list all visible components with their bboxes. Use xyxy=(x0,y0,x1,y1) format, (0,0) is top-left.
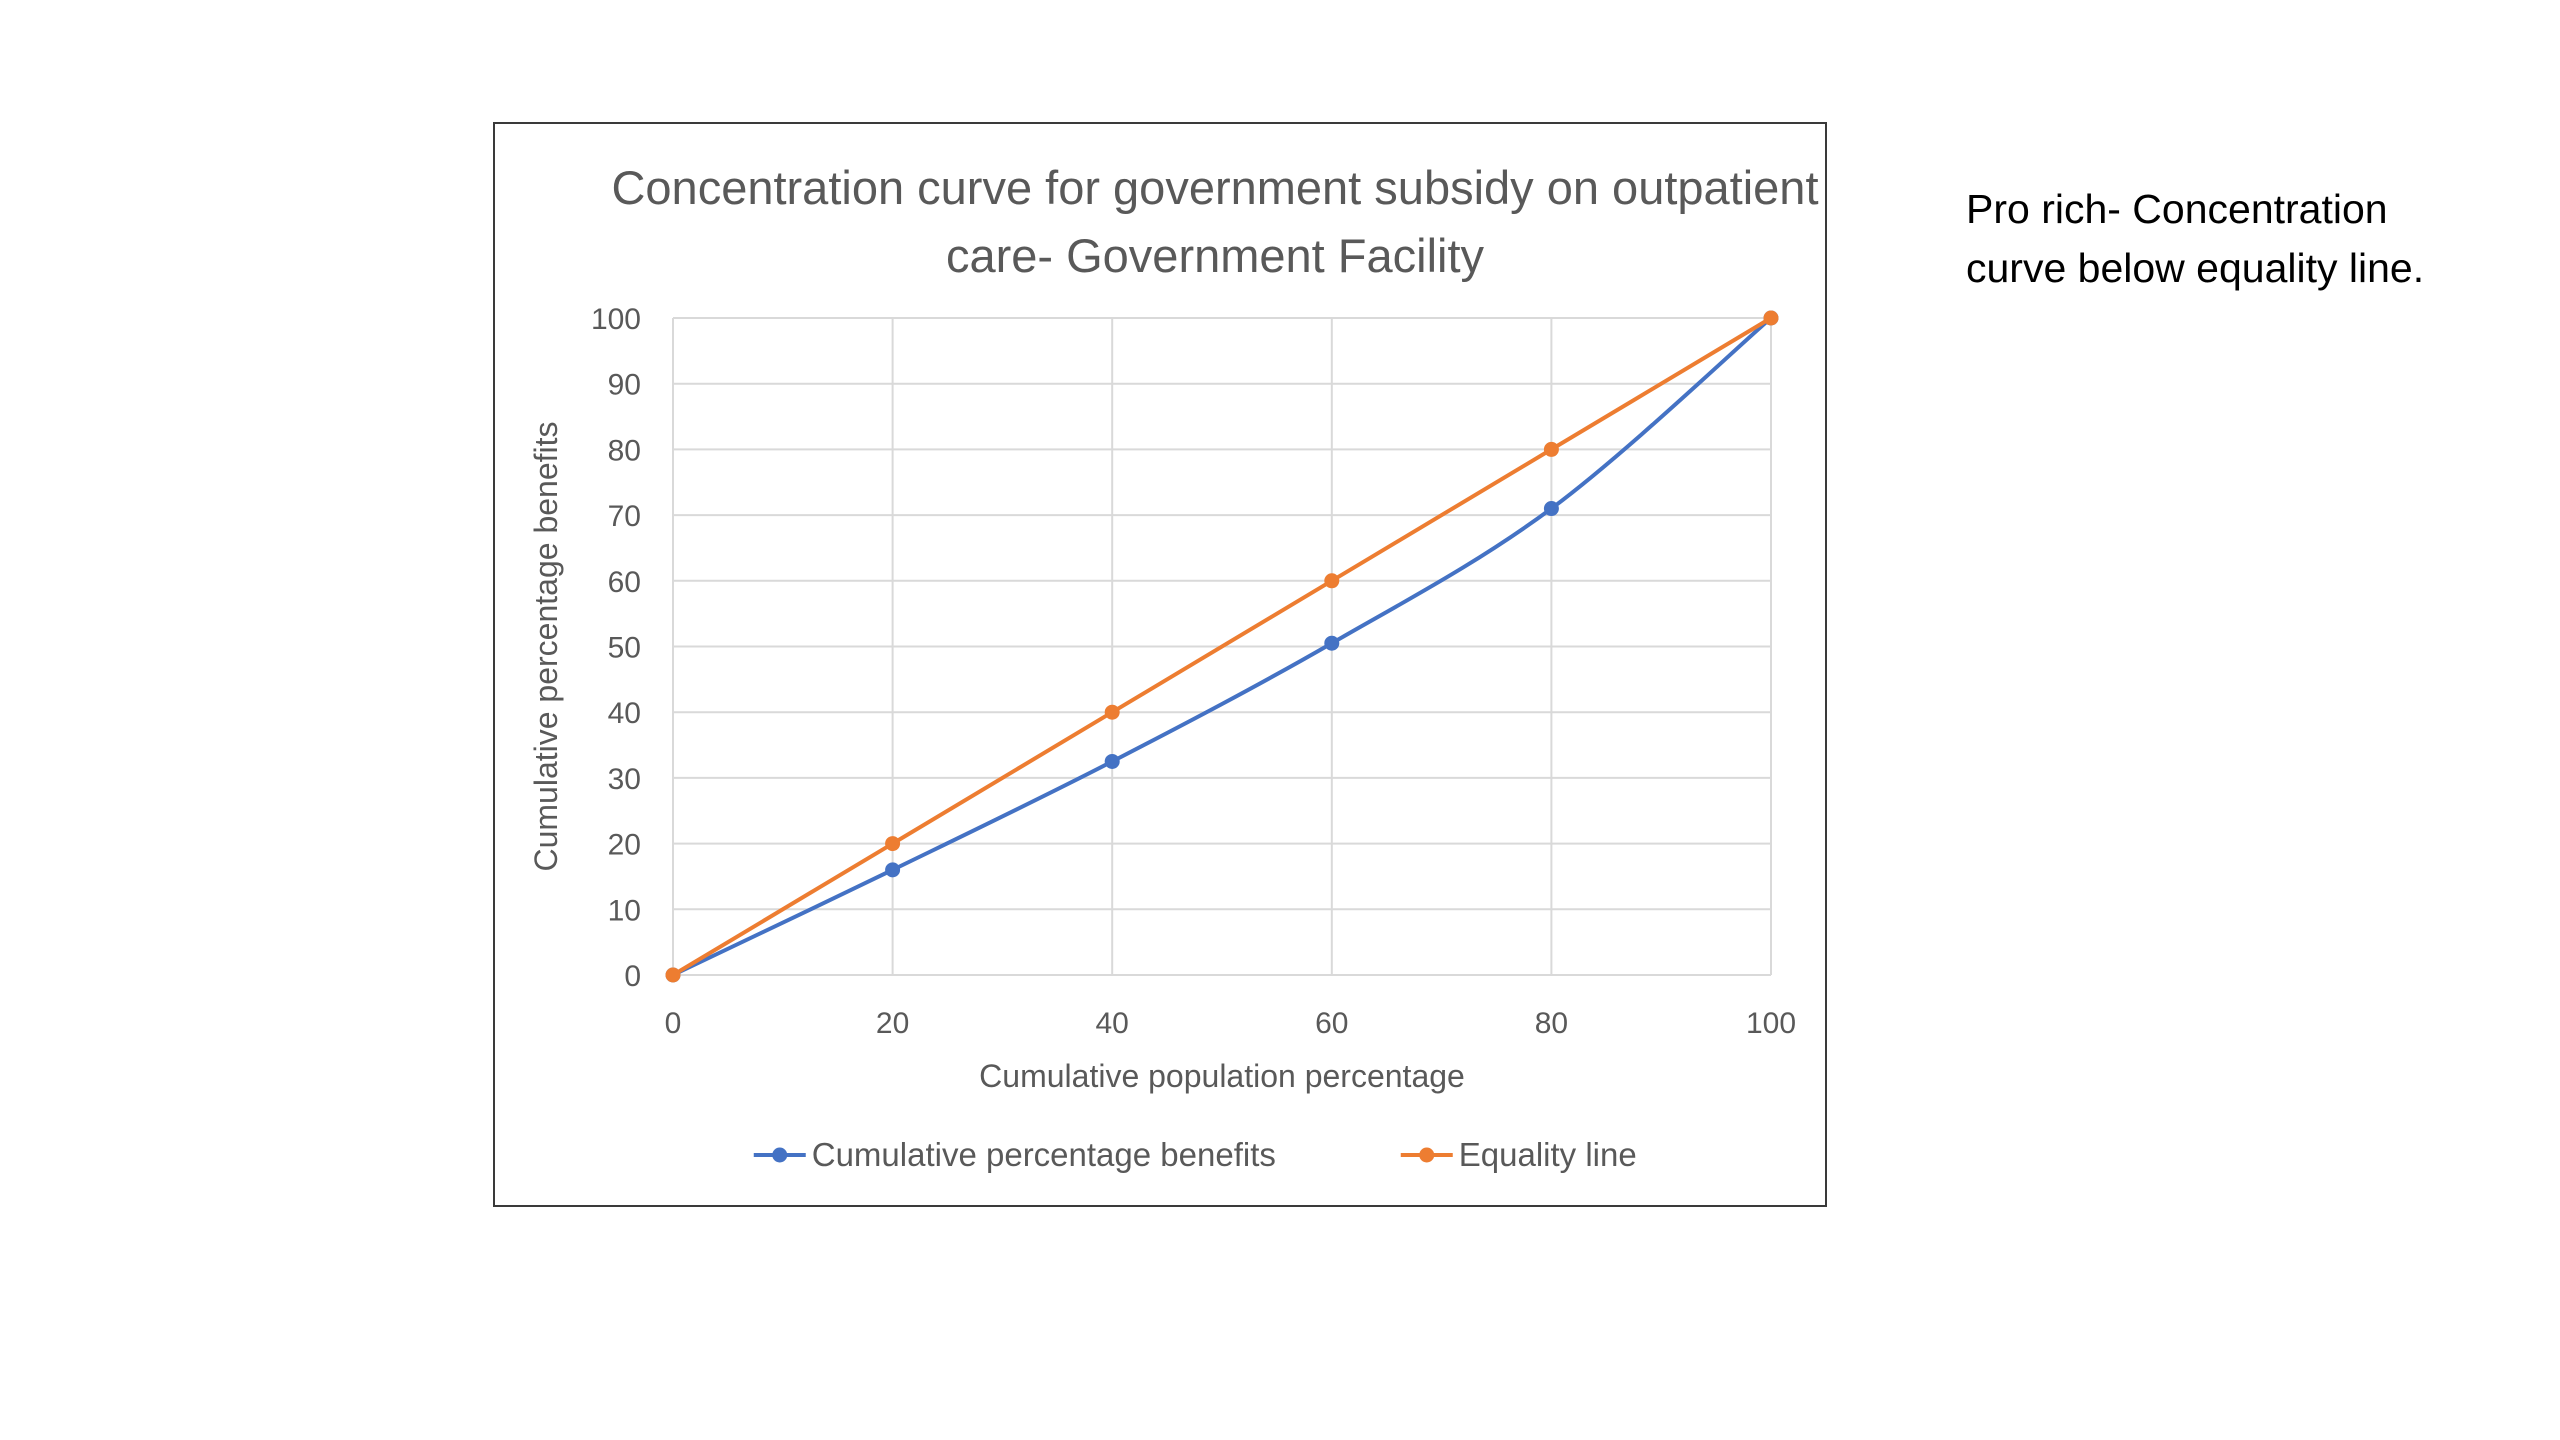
legend-label: Equality line xyxy=(1459,1136,1637,1173)
y-tick-label: 80 xyxy=(608,434,641,467)
legend-swatch-marker xyxy=(1419,1147,1435,1163)
y-axis-title: Cumulative percentage benefits xyxy=(528,421,564,871)
series-2-point xyxy=(1543,441,1559,457)
series-1-point xyxy=(885,862,901,878)
legend-swatch-marker xyxy=(772,1147,788,1163)
y-tick-label: 100 xyxy=(591,303,641,336)
x-axis-title: Cumulative population percentage xyxy=(979,1058,1465,1094)
y-tick-label: 50 xyxy=(608,632,641,665)
y-tick-label: 90 xyxy=(608,369,641,402)
annotation-note: Pro rich- Concentration curve below equa… xyxy=(1966,186,2425,291)
x-tick-label: 40 xyxy=(1096,1007,1129,1040)
series-1-point xyxy=(1543,501,1559,517)
x-tick-label: 0 xyxy=(665,1007,682,1040)
series-2-point xyxy=(885,836,901,852)
series-1-point xyxy=(1324,635,1340,651)
y-tick-label: 70 xyxy=(608,500,641,533)
series-line-2 xyxy=(671,316,1773,977)
chart-area: Concentration curve for government subsi… xyxy=(493,122,1827,1207)
y-tick-label: 40 xyxy=(608,697,641,730)
chart-title: Concentration curve for government subsi… xyxy=(611,161,1819,282)
series-2-point xyxy=(1324,573,1340,589)
y-tick-label: 10 xyxy=(608,894,641,927)
x-tick-label: 80 xyxy=(1535,1007,1568,1040)
y-tick-label: 20 xyxy=(608,829,641,862)
x-tick-label: 60 xyxy=(1315,1007,1348,1040)
y-tick-label: 60 xyxy=(608,566,641,599)
series-2-point xyxy=(1104,704,1120,720)
legend-label: Cumulative percentage benefits xyxy=(812,1136,1276,1173)
series-2-point xyxy=(1763,310,1779,326)
chart-plot: 0 10 20 30 40 50 60 70 80 90 100 0 20 40 60 80 100 Cumula… xyxy=(528,303,1796,1173)
series-2-point xyxy=(665,967,681,983)
y-tick-label: 0 xyxy=(624,960,641,993)
series-1-point xyxy=(1104,753,1120,769)
y-tick-label: 30 xyxy=(608,763,641,796)
series-line-1 xyxy=(671,316,1773,977)
x-tick-label: 100 xyxy=(1746,1007,1796,1040)
x-tick-label: 20 xyxy=(876,1007,909,1040)
